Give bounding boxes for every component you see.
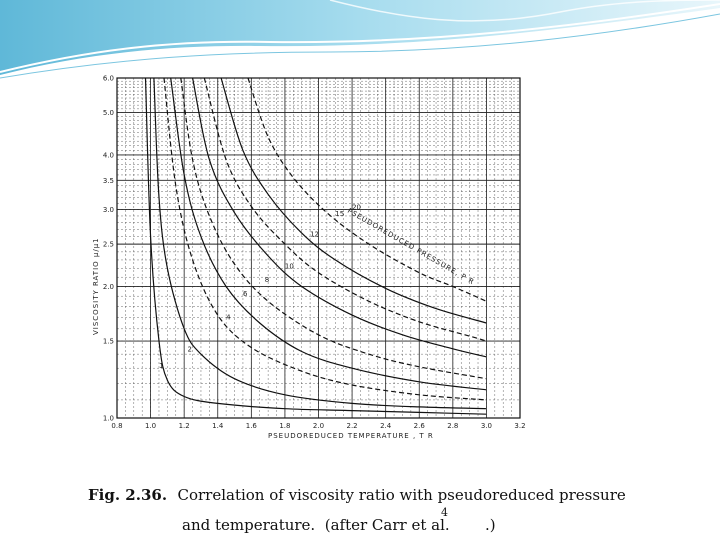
y-tick-label: 2.0	[103, 283, 114, 291]
curve-pr-20	[247, 77, 487, 302]
y-tick-label: 1.5	[103, 338, 114, 346]
y-tick-label: 6.0	[103, 75, 114, 83]
curve-label-6: 6	[243, 290, 248, 298]
curve-label-2: 2	[188, 345, 192, 353]
curve-pr-1	[144, 77, 487, 415]
y-tick-label: 3.0	[103, 206, 114, 214]
curve-label-8: 8	[265, 276, 269, 284]
caption-end: .)	[485, 516, 496, 534]
curve-label-4: 4	[226, 314, 231, 322]
curves	[144, 77, 487, 415]
curve-label-20: 20	[352, 204, 361, 212]
curve-pr-15	[220, 77, 487, 324]
caption-text: Correlation of viscosity ratio with pseu…	[177, 486, 626, 504]
x-tick-label: 2.0	[313, 422, 324, 430]
y-tick-label: 3.5	[103, 177, 114, 185]
y-tick-label: 5.0	[103, 109, 114, 117]
curve-pr-2	[153, 77, 487, 410]
x-axis-label: PSEUDOREDUCED TEMPERATURE , T R	[268, 432, 434, 440]
x-tick-label: 0.8	[111, 422, 122, 430]
x-tick-label: 3.2	[514, 422, 525, 430]
caption-reference-superscript: 4	[441, 506, 448, 519]
x-tick-label: 2.8	[447, 422, 458, 430]
curve-pr-4	[163, 77, 487, 401]
curve-label-15: 15	[335, 210, 344, 218]
major-grid	[117, 78, 520, 418]
y-tick-labels: 1.0 1.5 2.0 2.5 3.0 3.5 4.0 5.0 6.0	[103, 75, 114, 423]
curve-pr-6	[170, 77, 487, 391]
y-tick-label: 2.5	[103, 241, 114, 249]
x-tick-label: 1.6	[246, 422, 258, 430]
curve-pr-12	[203, 77, 487, 342]
x-tick-label: 1.4	[212, 422, 224, 430]
x-tick-label: 2.4	[380, 422, 392, 430]
x-tick-labels: 0.8 1.0 1.2 1.4 1.6 1.8 2.0 2.2 2.4 2.6 2.8 3.0 3.2	[111, 422, 525, 430]
curve-pr-8	[180, 77, 487, 380]
decorative-banner	[0, 0, 720, 79]
x-tick-label: 3.0	[481, 422, 492, 430]
y-tick-label: 1.0	[103, 415, 114, 423]
figure-caption: Fig. 2.36. Correlation of viscosity rati…	[88, 486, 626, 504]
curve-label-1: 1	[159, 362, 163, 370]
y-tick-label: 4.0	[103, 151, 114, 159]
y-axis-label: VISCOSITY RATIO μ/μ1	[92, 237, 100, 335]
caption-line-2: and temperature. (after Carr et al.	[182, 516, 450, 534]
x-tick-label: 1.8	[279, 422, 290, 430]
curve-label-10: 10	[285, 262, 294, 270]
x-tick-label: 1.0	[145, 422, 156, 430]
curve-pr-10	[192, 77, 487, 358]
figure-number: Fig. 2.36.	[88, 486, 178, 504]
x-tick-label: 1.2	[179, 422, 190, 430]
x-tick-label: 2.6	[414, 422, 426, 430]
x-tick-label: 2.2	[347, 422, 358, 430]
curve-label-12: 12	[310, 231, 319, 239]
plot-frame	[116, 77, 521, 419]
